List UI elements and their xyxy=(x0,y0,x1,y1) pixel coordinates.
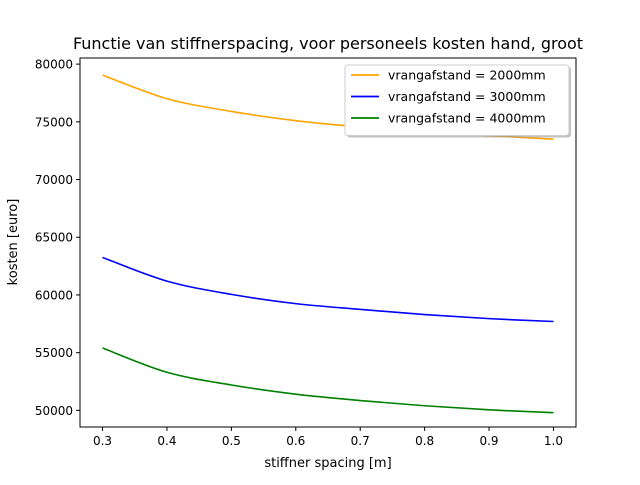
chart-title: Functie van stiffnerspacing, voor person… xyxy=(73,34,583,53)
x-axis-label: stiffner spacing [m] xyxy=(264,456,391,471)
x-axis: 0.3 0.4 0.5 0.6 0.7 0.8 0.9 1.0 xyxy=(93,427,563,448)
legend-label: vrangafstand = 3000mm xyxy=(388,89,546,104)
series-line-2 xyxy=(102,256,554,323)
series-line-3 xyxy=(102,347,554,414)
legend-label: vrangafstand = 4000mm xyxy=(388,111,546,126)
x-tick-label: 0.3 xyxy=(93,434,112,448)
y-tick-label: 60000 xyxy=(35,288,73,302)
y-tick-label: 75000 xyxy=(35,115,73,129)
y-tick-label: 70000 xyxy=(35,173,73,187)
x-tick-label: 1.0 xyxy=(544,434,563,448)
plot-frame xyxy=(79,57,577,428)
legend: vrangafstand = 2000mm vrangafstand = 3000… xyxy=(344,64,571,138)
x-tick-label: 0.5 xyxy=(222,434,241,448)
x-tick-label: 0.4 xyxy=(157,434,176,448)
y-axis: 50000 55000 60000 65000 70000 75000 80000 xyxy=(35,58,80,418)
y-tick-label: 80000 xyxy=(35,58,73,72)
legend-label: vrangafstand = 2000mm xyxy=(388,68,546,83)
x-tick-label: 0.9 xyxy=(479,434,498,448)
y-tick-label: 50000 xyxy=(35,404,73,418)
legend-box xyxy=(344,64,570,136)
x-tick-label: 0.6 xyxy=(286,434,305,448)
y-tick-label: 65000 xyxy=(35,231,73,245)
x-tick-label: 0.7 xyxy=(351,434,370,448)
x-tick-label: 0.8 xyxy=(415,434,434,448)
y-axis-label: kosten [euro] xyxy=(6,199,21,286)
y-tick-label: 55000 xyxy=(35,346,73,360)
